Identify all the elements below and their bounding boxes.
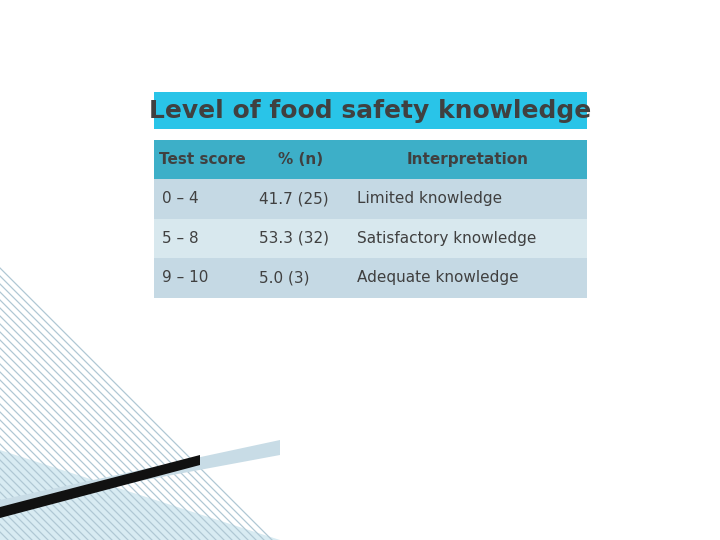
Text: Test score: Test score [159, 152, 246, 167]
Text: Level of food safety knowledge: Level of food safety knowledge [149, 98, 592, 123]
Bar [154, 92, 587, 129]
Text: % (n): % (n) [277, 152, 323, 167]
Bar [154, 179, 251, 219]
Bar [251, 258, 348, 298]
Text: 5.0 (3): 5.0 (3) [259, 271, 310, 286]
Bar [251, 219, 348, 258]
Bar [348, 140, 587, 179]
Bar [348, 219, 587, 258]
Text: 53.3 (32): 53.3 (32) [259, 231, 329, 246]
Text: Interpretation: Interpretation [407, 152, 528, 167]
Text: 0 – 4: 0 – 4 [162, 191, 199, 206]
Bar [251, 140, 348, 179]
Text: 9 – 10: 9 – 10 [162, 271, 208, 286]
Text: 41.7 (25): 41.7 (25) [259, 191, 329, 206]
Text: Satisfactory knowledge: Satisfactory knowledge [356, 231, 536, 246]
Polygon shape [0, 455, 200, 518]
Bar [154, 258, 251, 298]
Polygon shape [0, 440, 280, 507]
Bar [348, 258, 587, 298]
Bar [154, 140, 251, 179]
Bar [251, 179, 348, 219]
Polygon shape [0, 450, 280, 540]
Text: Limited knowledge: Limited knowledge [356, 191, 502, 206]
Text: 5 – 8: 5 – 8 [162, 231, 199, 246]
Bar [348, 179, 587, 219]
Bar [154, 219, 251, 258]
Text: Adequate knowledge: Adequate knowledge [356, 271, 518, 286]
